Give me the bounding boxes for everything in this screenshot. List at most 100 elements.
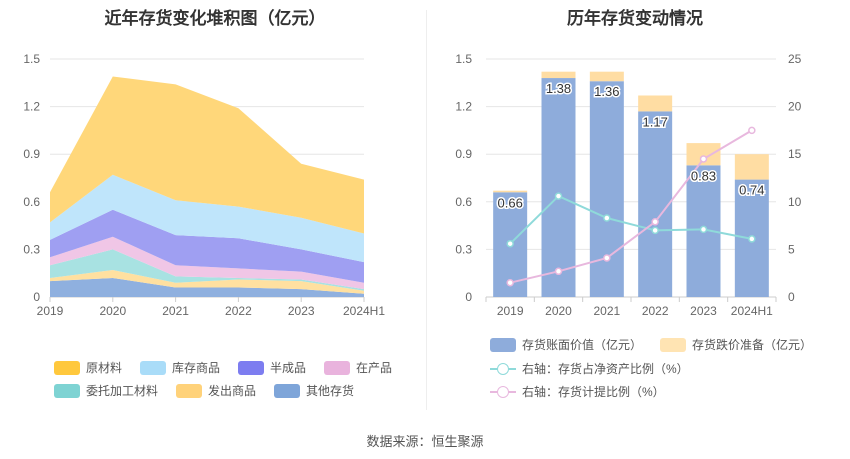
line-point xyxy=(651,218,659,226)
legend-swatch xyxy=(176,383,203,398)
x-tick-label: 2019 xyxy=(497,304,524,318)
line-point xyxy=(699,225,708,234)
line-point xyxy=(554,192,563,200)
area-发出商品 xyxy=(50,270,364,294)
bar-value-label: 1.38 xyxy=(546,81,571,96)
legend-swatch xyxy=(490,337,516,352)
legend-swatch xyxy=(660,337,687,352)
data-source: 数据来源：恒生聚源 xyxy=(366,434,484,449)
right-legend-row-3: 右轴：存货计提比例（%） xyxy=(490,383,683,400)
legend-item[interactable]: 其他存货 xyxy=(274,382,354,399)
bar-存货跌价准备（亿元） xyxy=(734,154,769,180)
legend-label: 在产品 xyxy=(356,361,393,375)
line-point xyxy=(506,239,514,248)
y-left-tick-label: 1.2 xyxy=(455,100,472,114)
bar-存货跌价准备（亿元） xyxy=(541,71,576,79)
x-tick-label: 2024H1 xyxy=(731,304,773,318)
area-库存商品 xyxy=(50,174,364,263)
legend-label: 存货账面价值（亿元） xyxy=(522,338,643,352)
left-chart-title: 近年存货变化堆积图（亿元） xyxy=(104,9,326,28)
bar-value-label: 1.17 xyxy=(643,114,668,129)
y-right-tick-label: 0 xyxy=(788,290,795,304)
legend-label: 库存商品 xyxy=(172,361,221,375)
legend-swatch xyxy=(274,383,301,398)
bar-存货跌价准备（亿元） xyxy=(493,190,528,193)
bar-存货跌价准备（亿元） xyxy=(638,95,673,112)
line-point xyxy=(554,267,563,276)
chart-divider xyxy=(426,10,427,410)
line-point xyxy=(603,214,611,222)
legend-line-swatch xyxy=(490,362,516,376)
left-legend-row-2: 委托加工材料 发出商品 其他存货 xyxy=(54,382,372,399)
legend-item[interactable]: 原材料 xyxy=(54,359,122,376)
legend-item[interactable]: 在产品 xyxy=(324,359,392,376)
line-point xyxy=(603,254,611,262)
y-tick-label: 0.9 xyxy=(23,147,40,161)
stacked-area-chart: 0 0.3 0.6 0.9 1.2 1.5 2019 2020 2021 2022 2023 2024… xyxy=(23,52,385,318)
bar-存货账面价值（亿元） xyxy=(589,81,624,297)
line-point xyxy=(651,226,659,235)
x-tick-label: 2021 xyxy=(593,304,620,318)
bar-value-label: 1.36 xyxy=(594,84,619,99)
legend-item[interactable]: 存货跌价准备（亿元） xyxy=(660,336,812,353)
bar-value-label: 0.66 xyxy=(498,195,523,210)
legend-item[interactable]: 委托加工材料 xyxy=(54,382,158,399)
line-右轴：存货占净资产比例（%） xyxy=(509,194,752,245)
y-tick-label: 0 xyxy=(33,290,40,304)
y-tick-label: 0.6 xyxy=(23,195,40,209)
x-tick-label: 2023 xyxy=(288,304,315,318)
y-left-tick-label: 0 xyxy=(465,290,472,304)
legend-item[interactable]: 右轴：存货计提比例（%） xyxy=(490,383,665,400)
legend-swatch xyxy=(54,383,80,398)
legend-swatch xyxy=(54,360,80,375)
y-right-tick-label: 20 xyxy=(788,100,802,114)
legend-line-swatch xyxy=(490,385,516,399)
y-tick-label: 1.5 xyxy=(23,52,40,66)
y-right-tick-label: 10 xyxy=(788,195,802,209)
right-legend-row-2: 右轴：存货占净资产比例（%） xyxy=(490,360,707,377)
legend-label: 右轴：存货占净资产比例（%） xyxy=(522,362,689,376)
y-tick-label: 1.2 xyxy=(23,100,40,114)
y-right-tick-label: 25 xyxy=(788,52,802,66)
line-右轴：存货计提比例（%） xyxy=(509,129,753,284)
bar-value-label: 0.74 xyxy=(739,183,764,198)
x-tick-label: 2020 xyxy=(99,304,126,318)
x-tick-label: 2022 xyxy=(225,304,252,318)
line-point xyxy=(506,278,514,287)
y-left-tick-label: 0.3 xyxy=(455,242,472,256)
legend-label: 其他存货 xyxy=(306,384,355,398)
x-tick-label: 2024H1 xyxy=(343,304,385,318)
bar-存货账面价值（亿元） xyxy=(541,78,576,297)
y-left-tick-label: 1.5 xyxy=(455,52,472,66)
x-tick-label: 2021 xyxy=(162,304,189,318)
area-委托加工材料 xyxy=(50,249,364,291)
legend-label: 原材料 xyxy=(86,361,123,375)
bar-value-label: 0.83 xyxy=(691,168,716,183)
line-point xyxy=(748,126,756,135)
y-left-tick-label: 0.9 xyxy=(455,147,472,161)
legend-swatch xyxy=(324,360,351,375)
legend-label: 半成品 xyxy=(270,361,307,375)
legend-swatch xyxy=(140,360,167,375)
line-point xyxy=(699,155,708,163)
right-chart-title: 历年存货变动情况 xyxy=(567,9,703,28)
legend-item[interactable]: 库存商品 xyxy=(140,359,220,376)
legend-label: 存货跌价准备（亿元） xyxy=(692,338,813,352)
legend-item[interactable]: 右轴：存货占净资产比例（%） xyxy=(490,360,689,377)
line-point xyxy=(748,235,756,243)
y-left-tick-label: 0.6 xyxy=(455,195,472,209)
bar-存货跌价准备（亿元） xyxy=(686,143,721,166)
right-legend-row-1: 存货账面价值（亿元） 存货跌价准备（亿元） xyxy=(490,336,830,353)
x-tick-label: 2023 xyxy=(690,304,717,318)
legend-item[interactable]: 半成品 xyxy=(238,359,306,376)
legend-item[interactable]: 存货账面价值（亿元） xyxy=(490,336,642,353)
y-tick-label: 0.3 xyxy=(23,242,40,256)
x-tick-label: 2019 xyxy=(37,304,64,318)
stacked-bar-line-chart: 0 0.3 0.6 0.9 1.2 1.5 0 5 10 15 20 25 2019 2020 2021 20… xyxy=(455,52,802,318)
legend-item[interactable]: 发出商品 xyxy=(176,382,256,399)
area-在产品 xyxy=(50,236,364,290)
legend-label: 发出商品 xyxy=(208,384,257,398)
area-原材料 xyxy=(50,76,364,234)
y-right-tick-label: 5 xyxy=(788,242,795,256)
legend-swatch xyxy=(238,360,265,375)
